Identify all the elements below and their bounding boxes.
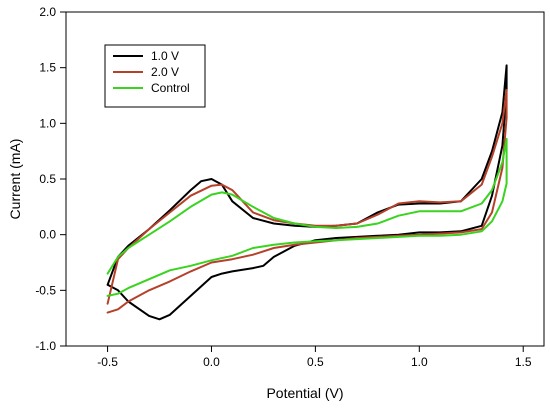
x-axis-title: Potential (V) bbox=[266, 385, 343, 401]
legend: 1.0 V 2.0 V Control bbox=[104, 44, 206, 108]
y-tick-label: 1.0 bbox=[39, 116, 56, 130]
y-tick-label: 1.5 bbox=[39, 61, 56, 75]
x-axis: -0.5 0.0 0.5 1.0 1.5 bbox=[97, 346, 532, 369]
x-tick-label: 0.0 bbox=[203, 355, 220, 369]
y-tick-label: -0.5 bbox=[35, 283, 56, 297]
x-tick-label: 1.0 bbox=[411, 355, 428, 369]
legend-label: 1.0 V bbox=[151, 49, 179, 63]
legend-label: 2.0 V bbox=[151, 65, 179, 79]
legend-label: Control bbox=[151, 81, 190, 95]
y-axis-title: Current (mA) bbox=[7, 139, 23, 220]
x-tick-label: 0.5 bbox=[307, 355, 324, 369]
x-tick-label: -0.5 bbox=[97, 355, 118, 369]
y-axis: -1.0 -0.5 0.0 0.5 1.0 1.5 2.0 bbox=[35, 5, 66, 353]
series-line-1 bbox=[106, 88, 508, 314]
series-line-2 bbox=[106, 137, 508, 297]
x-tick-label: 1.5 bbox=[515, 355, 532, 369]
series-layer bbox=[106, 64, 508, 321]
y-tick-label: -1.0 bbox=[35, 339, 56, 353]
y-tick-label: 0.0 bbox=[39, 228, 56, 242]
y-tick-label: 2.0 bbox=[39, 5, 56, 19]
y-tick-label: 0.5 bbox=[39, 172, 56, 186]
